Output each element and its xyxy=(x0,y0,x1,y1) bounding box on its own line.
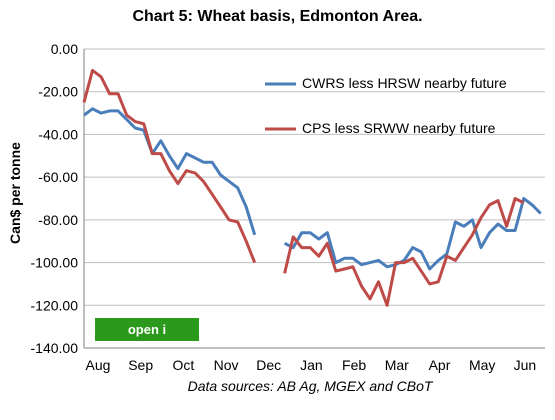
x-tick-label: Apr xyxy=(429,357,451,373)
y-tick-label: -20.00 xyxy=(38,84,78,100)
x-tick-label: Oct xyxy=(172,357,194,373)
series-line-cwrs xyxy=(83,107,257,236)
y-tick-label: 0.00 xyxy=(51,41,78,57)
legend-label-cps: CPS less SRWW nearby future xyxy=(302,120,496,136)
legend-label-cwrs: CWRS less HRSW nearby future xyxy=(302,75,507,91)
y-axis-label: Can$ per tonne xyxy=(7,142,23,244)
series-line-cps xyxy=(283,197,525,307)
x-tick-label: Nov xyxy=(214,357,239,373)
x-tick-label: Sep xyxy=(128,357,153,373)
data-sources-note: Data sources: AB Ag, MGEX and CBoT xyxy=(187,378,433,394)
x-tick-label: Aug xyxy=(86,357,111,373)
y-tick-label: -80.00 xyxy=(38,212,78,228)
y-tick-label: -60.00 xyxy=(38,169,78,185)
series-line-cps xyxy=(82,68,257,264)
chart-title: Chart 5: Wheat basis, Edmonton Area. xyxy=(132,8,423,25)
y-tick-label: -40.00 xyxy=(38,126,78,142)
x-tick-label: Jan xyxy=(300,357,323,373)
x-tick-label: Dec xyxy=(256,357,281,373)
y-tick-label: -120.00 xyxy=(31,297,79,313)
series-line-cwrs xyxy=(283,197,542,271)
x-tick-label: Jun xyxy=(514,357,537,373)
y-tick-label: -100.00 xyxy=(31,255,79,271)
open-badge[interactable]: open i xyxy=(95,318,199,341)
y-tick-label: -140.00 xyxy=(31,340,79,356)
x-tick-label: May xyxy=(469,357,495,373)
x-tick-label: Feb xyxy=(342,357,366,373)
x-tick-label: Mar xyxy=(385,357,409,373)
